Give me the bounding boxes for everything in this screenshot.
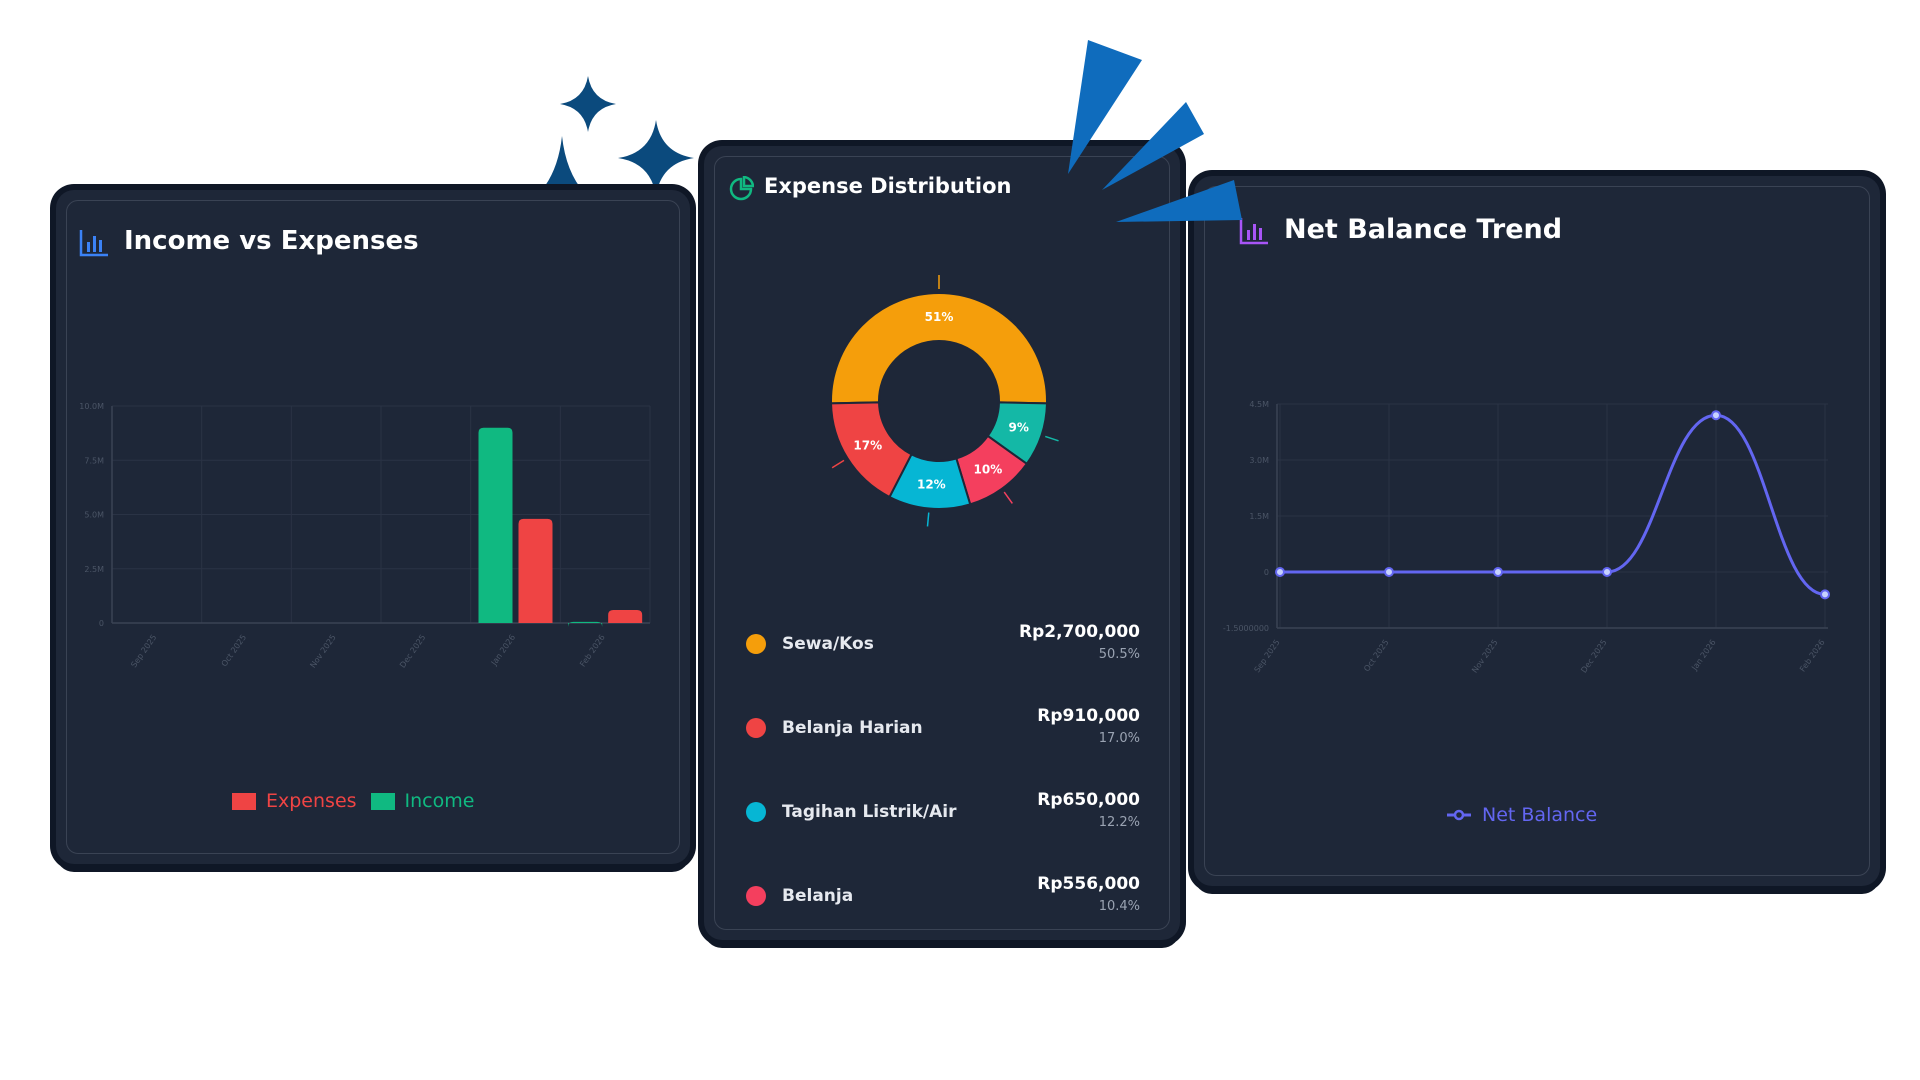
legend-label-expenses[interactable]: Expenses xyxy=(266,790,357,812)
sparkle-small-icon xyxy=(560,76,616,132)
y-tick-label: 0 xyxy=(99,619,104,628)
y-tick-label: 5.0M xyxy=(84,511,104,520)
slice-leader-line xyxy=(1045,435,1059,442)
bar-chart-icon xyxy=(1239,218,1268,245)
item-name: Belanja Harian xyxy=(782,718,923,738)
income-bar xyxy=(478,427,513,623)
expense-distribution-card: Expense Distribution 51% 9% 10% 12% 17% Sewa… xyxy=(704,146,1180,940)
slice-leader-line xyxy=(831,459,845,469)
expense-donut-chart: 51% 9% 10% 12% 17% xyxy=(830,275,1059,527)
card-title: Net Balance Trend xyxy=(1284,214,1563,245)
legend-dot xyxy=(746,718,766,738)
net-balance-trend-card: Net Balance Trend -1.5000000 0 1.5M 3.0M 4.5… xyxy=(1194,176,1880,886)
card-title: Income vs Expenses xyxy=(124,226,419,256)
net-balance-line xyxy=(1279,413,1826,596)
expenses-bar xyxy=(518,518,553,623)
x-tick-label: Jan 2026 xyxy=(1689,638,1717,673)
income-bar xyxy=(568,621,603,627)
slice-percent-label: 17% xyxy=(853,438,882,452)
item-percent: 12.2% xyxy=(1098,815,1140,830)
scribble-decoration xyxy=(1068,40,1242,222)
donut-slice xyxy=(830,401,913,499)
y-tick-label: -1.5000000 xyxy=(1223,624,1269,633)
x-tick-label: Feb 2026 xyxy=(1798,638,1827,674)
legend-swatch-expenses xyxy=(232,792,256,810)
x-tick-label: Oct 2025 xyxy=(220,633,248,668)
item-amount: Rp910,000 xyxy=(1037,706,1140,726)
slice-percent-label: 10% xyxy=(974,462,1003,476)
item-name: Belanja xyxy=(782,886,854,906)
scribble-mark-icon xyxy=(1068,40,1142,174)
item-percent: 10.4% xyxy=(1098,899,1140,914)
data-point xyxy=(1820,589,1830,600)
expenses-bar xyxy=(608,609,643,623)
chart-legend: Net Balance xyxy=(1446,804,1597,826)
x-tick-label: Dec 2025 xyxy=(1579,638,1608,675)
slice-percent-label: 51% xyxy=(925,310,954,324)
legend-dot xyxy=(746,886,766,906)
distribution-item[interactable]: Belanja Rp556,000 10.4% xyxy=(740,874,1140,924)
legend-label-net-balance[interactable]: Net Balance xyxy=(1482,804,1598,826)
item-amount: Rp556,000 xyxy=(1037,874,1140,894)
x-tick-label: Oct 2025 xyxy=(1362,638,1390,673)
slice-percent-label: 9% xyxy=(1009,421,1029,435)
scribble-mark-icon xyxy=(1102,102,1204,190)
data-point xyxy=(1711,410,1721,421)
sparkle-medium-icon xyxy=(618,120,694,196)
legend-dot xyxy=(746,802,766,822)
distribution-item[interactable]: Tagihan Listrik/Air Rp650,000 12.2% xyxy=(740,790,1140,840)
slice-percent-label: 12% xyxy=(917,478,946,492)
y-tick-label: 7.5M xyxy=(84,456,104,465)
slice-leader-line xyxy=(926,512,930,527)
x-tick-label: Dec 2025 xyxy=(398,633,427,670)
data-point xyxy=(1384,567,1394,577)
distribution-item[interactable]: Belanja Harian Rp910,000 17.0% xyxy=(740,706,1140,756)
net-balance-chart: -1.5000000 0 1.5M 3.0M 4.5M Sep 2025 Oct 2025 N… xyxy=(1223,400,1830,675)
item-name: Tagihan Listrik/Air xyxy=(782,802,957,822)
data-point xyxy=(1602,567,1612,577)
legend-dot xyxy=(746,634,766,654)
x-tick-label: Nov 2025 xyxy=(1470,638,1499,675)
line-legend-icon xyxy=(1447,809,1471,821)
pie-chart-icon xyxy=(729,176,754,201)
scribble-mark-icon xyxy=(1116,180,1242,222)
slice-leader-line xyxy=(1003,491,1013,504)
y-tick-label: 0 xyxy=(1264,568,1269,577)
x-tick-label: Sep 2025 xyxy=(1252,638,1281,674)
legend-swatch-income xyxy=(370,792,395,810)
chart-legend: Expenses Income xyxy=(232,790,474,812)
x-tick-label: Nov 2025 xyxy=(308,633,337,670)
x-tick-label: Feb 2026 xyxy=(578,633,607,669)
legend-label-income[interactable]: Income xyxy=(404,790,475,812)
bar-chart-icon xyxy=(79,230,108,257)
item-name: Sewa/Kos xyxy=(782,634,874,654)
item-percent: 50.5% xyxy=(1098,647,1140,662)
item-percent: 17.0% xyxy=(1098,731,1140,746)
y-tick-label: 2.5M xyxy=(84,565,104,574)
y-tick-label: 3.0M xyxy=(1249,456,1269,465)
item-amount: Rp650,000 xyxy=(1037,790,1140,810)
y-tick-label: 1.5M xyxy=(1249,512,1269,521)
data-point xyxy=(1493,567,1503,577)
x-tick-label: Sep 2025 xyxy=(129,633,158,669)
y-tick-label: 4.5M xyxy=(1249,400,1269,409)
y-tick-label: 10.0M xyxy=(79,402,104,411)
donut-slice xyxy=(830,292,1048,405)
distribution-item[interactable]: Sewa/Kos Rp2,700,000 50.5% xyxy=(740,622,1140,672)
data-point xyxy=(1275,567,1285,577)
x-tick-label: Jan 2026 xyxy=(489,633,517,668)
income-expenses-chart: 0 2.5M 5.0M 7.5M 10.0M Sep 2025 Oct 2025 Nov 20… xyxy=(79,402,651,670)
item-amount: Rp2,700,000 xyxy=(1019,622,1140,642)
income-vs-expenses-card: Income vs Expenses 0 2.5M 5.0M 7.5M 10.0M Sep… xyxy=(56,190,690,864)
card-title: Expense Distribution xyxy=(764,174,1012,198)
